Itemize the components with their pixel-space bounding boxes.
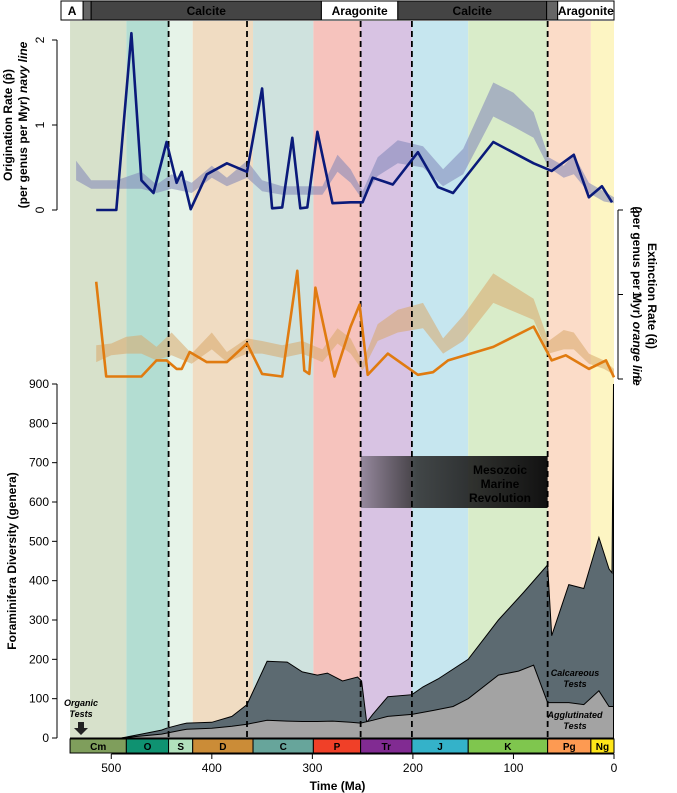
origination-title-line2: (per genus per Myr) xyxy=(16,93,30,208)
diversity-tick-label-100: 100 xyxy=(29,692,49,706)
period-band-tr xyxy=(360,21,412,738)
mineralogy-bar: A Calcite Aragonite Calcite Aragonite xyxy=(60,0,615,21)
diversity-tick-label-0: 0 xyxy=(42,731,49,745)
period-band-s xyxy=(168,21,193,738)
origination-title-emph: navy line xyxy=(16,41,30,93)
down-arrow-icon xyxy=(74,722,88,735)
origination-tick-label-0: 0 xyxy=(33,206,47,213)
period-band-o xyxy=(126,21,169,738)
extinction-line xyxy=(94,269,616,378)
mmr-word-1: Mesozoic xyxy=(473,463,527,477)
diversity-tick-label-200: 200 xyxy=(29,652,49,666)
calcareous-area xyxy=(70,383,614,739)
period-label-tr: Tr xyxy=(382,742,392,753)
diversity-tick-label-900: 900 xyxy=(29,377,49,391)
extinction-title-line2: (per genus per Myr) xyxy=(630,206,644,321)
period-label-j: J xyxy=(437,742,443,753)
period-boxes: Cm O S D C P Tr J K Pg Ng xyxy=(69,738,615,754)
period-band-d xyxy=(192,21,254,738)
mineralogy-label-4: Calcite xyxy=(453,4,493,18)
period-label-s: S xyxy=(177,742,184,753)
period-band-cm xyxy=(70,21,127,738)
period-band-p xyxy=(313,21,361,738)
period-label-cm: Cm xyxy=(90,742,106,753)
period-band-j xyxy=(411,21,469,738)
calcareous-word-1: Calcareous xyxy=(551,668,600,678)
x-tick-label-200: 200 xyxy=(403,761,423,775)
extinction-tick-label-1: 1 xyxy=(630,291,644,298)
mineralogy-segment-1 xyxy=(82,0,92,21)
period-label-p: P xyxy=(334,742,341,753)
x-tick-label-300: 300 xyxy=(302,761,322,775)
extinction-tick-label-2: 2 xyxy=(630,207,644,214)
organic-word-1: Organic xyxy=(64,698,98,708)
extinction-axis-title: Extinction Rate (q̂)(per genus per Myr) … xyxy=(630,206,659,386)
mineralogy-label-0: A xyxy=(68,4,77,18)
x-tick-label-0: 0 xyxy=(611,761,618,775)
mineralogy-label-6: Aragonite xyxy=(558,4,614,18)
period-bands xyxy=(70,21,614,738)
period-label-k: K xyxy=(504,742,512,753)
organic-tests-label: Organic Tests xyxy=(64,698,98,719)
period-label-d: D xyxy=(219,742,226,753)
x-tick-label-400: 400 xyxy=(202,761,222,775)
mmr-label: Mesozoic Marine Revolution xyxy=(469,463,531,505)
calcareous-tests-label: Calcareous Tests xyxy=(551,668,600,689)
origination-axis-title: Origination Rate (p̂)(per genus per Myr)… xyxy=(1,41,30,208)
origination-tick-label-1: 1 xyxy=(33,121,47,128)
origination-tick-label-2: 2 xyxy=(33,36,47,43)
diversity-tick-label-400: 400 xyxy=(29,574,49,588)
x-axis-title: Time (Ma) xyxy=(310,779,366,793)
extinction-tick-label-0: 0 xyxy=(630,376,644,383)
period-box-ng xyxy=(590,738,615,754)
origination-line xyxy=(96,31,614,212)
period-label-c: C xyxy=(280,742,287,753)
diversity-tick-label-800: 800 xyxy=(29,416,49,430)
mineralogy-segment-6 xyxy=(557,0,615,21)
agglutinated-tests-label: Agglutinated Tests xyxy=(547,710,603,731)
mmr-gradient-box xyxy=(360,456,548,508)
organic-word-2: Tests xyxy=(69,709,92,719)
extinction-confidence-band xyxy=(96,273,614,375)
origination-title-line1: Origination Rate (p̂) xyxy=(1,69,15,181)
diversity-tick-label-300: 300 xyxy=(29,613,49,627)
mineralogy-label-2: Calcite xyxy=(187,4,227,18)
period-label-pg: Pg xyxy=(563,742,576,753)
calcareous-word-2: Tests xyxy=(563,679,586,689)
diversity-tick-label-600: 600 xyxy=(29,495,49,509)
extinction-title-emph: orange line xyxy=(630,322,644,386)
period-label-ng: Ng xyxy=(596,742,609,753)
mineralogy-segment-5 xyxy=(546,0,559,21)
origination-series xyxy=(96,31,614,212)
diversity-axis-title: Foraminifera Diversity (genera) xyxy=(5,472,19,649)
agglutinated-word-1: Agglutinated xyxy=(547,710,603,720)
mmr-word-2: Marine xyxy=(481,477,520,491)
x-tick-label-500: 500 xyxy=(101,761,121,775)
extinction-series xyxy=(94,269,616,378)
diversity-tick-label-500: 500 xyxy=(29,534,49,548)
period-label-o: O xyxy=(144,742,152,753)
mmr-word-3: Revolution xyxy=(469,491,531,505)
mineralogy-label-3: Aragonite xyxy=(332,4,388,18)
extinction-band xyxy=(96,273,614,375)
period-band-c xyxy=(253,21,314,738)
mmr-box xyxy=(360,456,548,508)
diversity-tick-label-700: 700 xyxy=(29,456,49,470)
x-tick-label-100: 100 xyxy=(503,761,523,775)
extinction-title-line1: Extinction Rate (q̂) xyxy=(645,243,659,349)
agglutinated-word-2: Tests xyxy=(563,721,586,731)
